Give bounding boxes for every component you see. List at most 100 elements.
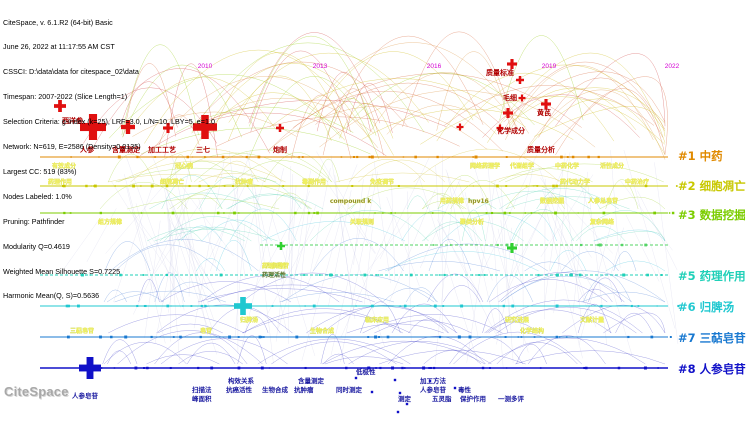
keyword-node[interactable] [164, 212, 166, 214]
keyword-node[interactable] [524, 212, 527, 214]
keyword-node[interactable] [602, 211, 606, 215]
keyword-node[interactable] [459, 336, 462, 338]
keyword-node[interactable] [150, 335, 153, 339]
keyword-node[interactable] [54, 100, 66, 112]
keyword-node[interactable] [516, 76, 524, 84]
keyword-node[interactable] [89, 274, 92, 276]
keyword-node[interactable] [621, 243, 624, 247]
keyword-node[interactable] [436, 155, 439, 159]
keyword-node[interactable] [409, 273, 413, 277]
keyword-node[interactable] [597, 155, 600, 159]
keyword-node[interactable] [645, 185, 648, 187]
cluster-label-2[interactable]: #2 细胞凋亡 [678, 179, 746, 193]
keyword-node[interactable] [354, 376, 358, 380]
keyword-node[interactable] [431, 212, 433, 214]
keyword-node[interactable] [204, 304, 207, 308]
keyword-node[interactable] [520, 336, 523, 338]
keyword-node[interactable] [394, 212, 396, 214]
keyword-node[interactable] [472, 185, 474, 187]
keyword-node[interactable] [489, 367, 491, 369]
keyword-node-large[interactable] [234, 297, 252, 315]
cluster-label-1[interactable]: #1 中药 [678, 149, 723, 163]
keyword-node[interactable] [367, 336, 370, 338]
keyword-node[interactable] [627, 335, 630, 339]
keyword-node[interactable] [99, 335, 102, 339]
keyword-node[interactable] [393, 378, 397, 382]
keyword-node[interactable] [163, 123, 173, 133]
keyword-node[interactable] [677, 304, 680, 308]
keyword-node[interactable] [587, 155, 590, 159]
keyword-node[interactable] [555, 335, 559, 339]
keyword-node[interactable] [85, 274, 87, 276]
keyword-node[interactable] [136, 304, 139, 308]
keyword-node[interactable] [121, 120, 135, 134]
keyword-node[interactable] [223, 212, 225, 214]
keyword-node[interactable] [583, 366, 586, 370]
keyword-node[interactable] [245, 155, 248, 159]
keyword-node[interactable] [496, 124, 504, 132]
keyword-node[interactable] [316, 211, 319, 215]
keyword-node[interactable] [138, 156, 141, 158]
keyword-node[interactable] [536, 185, 539, 187]
keyword-node[interactable] [643, 366, 647, 370]
keyword-node[interactable] [304, 305, 306, 307]
keyword-node[interactable] [99, 211, 102, 215]
keyword-node[interactable] [453, 386, 457, 390]
keyword-node[interactable] [142, 274, 145, 276]
keyword-node[interactable] [533, 336, 536, 338]
keyword-node[interactable] [530, 212, 533, 214]
keyword-node[interactable] [179, 335, 182, 339]
keyword-node[interactable] [166, 304, 170, 308]
keyword-node[interactable] [532, 185, 535, 187]
keyword-node[interactable] [403, 304, 407, 308]
keyword-node[interactable] [449, 244, 452, 246]
keyword-node[interactable] [378, 336, 381, 338]
keyword-node[interactable] [207, 184, 210, 188]
keyword-node[interactable] [504, 336, 507, 338]
keyword-node[interactable] [282, 185, 285, 187]
keyword-node[interactable] [85, 184, 88, 188]
keyword-node[interactable] [219, 273, 223, 277]
keyword-node[interactable] [438, 274, 441, 276]
keyword-node[interactable] [379, 366, 382, 370]
keyword-node[interactable] [518, 94, 526, 102]
keyword-node[interactable] [671, 211, 675, 215]
keyword-node[interactable] [146, 366, 149, 370]
keyword-node[interactable] [90, 185, 92, 187]
keyword-node[interactable] [552, 184, 555, 188]
keyword-node[interactable] [371, 304, 374, 308]
keyword-node[interactable] [352, 155, 355, 159]
keyword-node[interactable] [375, 274, 378, 276]
keyword-node[interactable] [468, 335, 472, 339]
keyword-node[interactable] [203, 156, 206, 158]
keyword-node[interactable] [428, 379, 432, 383]
keyword-node[interactable] [301, 156, 304, 158]
keyword-node[interactable] [485, 212, 488, 214]
keyword-node[interactable] [443, 273, 446, 277]
keyword-node[interactable] [457, 335, 461, 339]
keyword-node[interactable] [491, 211, 494, 215]
keyword-node[interactable] [150, 184, 154, 188]
keyword-node[interactable] [199, 335, 202, 339]
keyword-node[interactable] [644, 243, 648, 247]
keyword-node[interactable] [307, 211, 311, 215]
keyword-node[interactable] [507, 243, 517, 253]
keyword-node[interactable] [313, 212, 316, 214]
keyword-node[interactable] [182, 305, 184, 307]
keyword-node[interactable] [271, 305, 274, 307]
keyword-node[interactable] [238, 212, 240, 214]
keyword-node[interactable] [505, 156, 508, 158]
keyword-node[interactable] [554, 211, 557, 215]
keyword-node[interactable] [507, 59, 517, 69]
keyword-node[interactable] [637, 305, 640, 307]
keyword-node[interactable] [198, 184, 201, 188]
keyword-node[interactable] [70, 156, 72, 158]
keyword-node[interactable] [472, 156, 474, 158]
keyword-node[interactable] [65, 304, 69, 308]
keyword-node[interactable] [660, 274, 663, 276]
keyword-node[interactable] [62, 185, 65, 187]
keyword-node[interactable] [304, 366, 307, 370]
keyword-node[interactable] [298, 156, 300, 158]
